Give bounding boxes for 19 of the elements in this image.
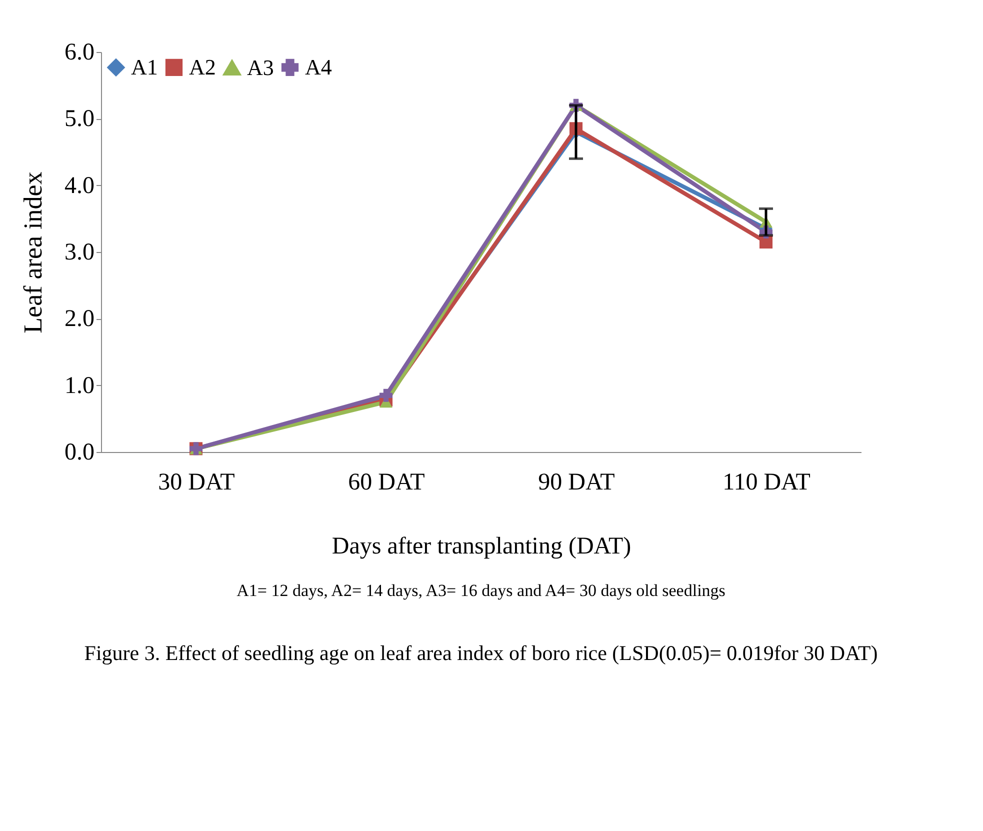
legend-label: A1	[131, 54, 158, 80]
y-tick-label: 6.0	[64, 40, 94, 66]
text: A1= 12 days, A2= 14 days, A3= 16 days and A4= 30 days old seedlings	[236, 581, 726, 600]
legend-label: A3	[247, 54, 274, 80]
text: Figure 3. Effect of seedling age on leaf area index of boro rice (LSD(0.05)= 0.019for 30 DAT)	[84, 641, 878, 665]
y-axis-title: Leaf area index	[18, 172, 48, 334]
y-tick-label: 3.0	[64, 240, 94, 266]
y-tick-label: 5.0	[64, 106, 94, 132]
legend-label: A2	[189, 54, 216, 80]
y-tick-label: 1.0	[64, 372, 94, 399]
y-tick-label: 0.0	[64, 440, 94, 466]
x-tick-label: 30 DAT	[158, 470, 236, 496]
y-tick-label: 4.0	[64, 172, 94, 199]
x-tick-label: 60 DAT	[348, 470, 426, 496]
x-tick-label: 90 DAT	[538, 470, 616, 496]
x-axis-title: Days after transplanting (DAT)	[332, 534, 632, 560]
y-tick-label: 2.0	[64, 306, 94, 332]
legend-label: A4	[305, 54, 332, 80]
x-tick-label: 110 DAT	[722, 470, 811, 496]
